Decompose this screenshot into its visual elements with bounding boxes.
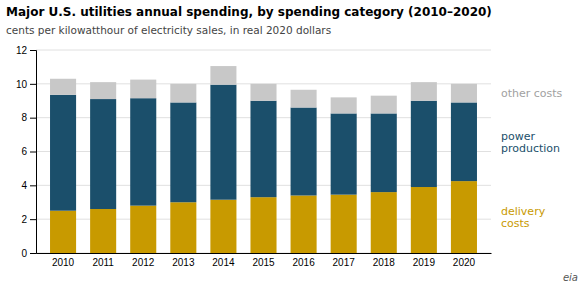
bar bbox=[331, 113, 357, 194]
y-tick-label: 0 bbox=[21, 248, 27, 259]
bar bbox=[331, 195, 357, 253]
bar bbox=[291, 90, 317, 108]
x-tick: 2017 bbox=[333, 257, 356, 268]
subtitle: cents per kilowatthour of electricity sa… bbox=[6, 24, 331, 36]
y-tick: 8 bbox=[21, 112, 36, 123]
y-tick-label: 8 bbox=[21, 112, 27, 123]
y-tick: 6 bbox=[21, 146, 36, 157]
x-tick-label: 2014 bbox=[212, 257, 235, 268]
bar bbox=[451, 181, 477, 253]
bar bbox=[411, 82, 437, 101]
y-tick-mark bbox=[30, 84, 36, 85]
bar bbox=[130, 80, 156, 99]
bar bbox=[291, 108, 317, 196]
bar bbox=[250, 101, 276, 197]
x-tick-label: 2017 bbox=[333, 257, 356, 268]
bar bbox=[250, 84, 276, 101]
chart: Major U.S. utilities annual spending, by… bbox=[0, 0, 586, 287]
bar bbox=[170, 84, 196, 103]
bar bbox=[90, 209, 116, 253]
bar bbox=[50, 79, 76, 95]
x-tick-label: 2019 bbox=[413, 257, 436, 268]
bar bbox=[170, 102, 196, 202]
x-axis-line bbox=[37, 253, 492, 254]
y-tick-label: 12 bbox=[16, 45, 28, 56]
x-tick-label: 2016 bbox=[292, 257, 315, 268]
bar bbox=[50, 95, 76, 211]
x-tick-label: 2010 bbox=[52, 257, 75, 268]
x-tick: 2010 bbox=[52, 257, 75, 268]
x-tick: 2018 bbox=[373, 257, 396, 268]
y-tick: 0 bbox=[21, 248, 36, 259]
plot: 0246810122010201120122013201420152016201… bbox=[16, 45, 563, 268]
bar bbox=[451, 102, 477, 181]
y-tick: 12 bbox=[16, 45, 36, 56]
bar-series bbox=[50, 85, 477, 211]
legend: deliverycosts powerproduction other costs bbox=[501, 87, 563, 230]
y-tick-label: 4 bbox=[21, 180, 27, 191]
bar bbox=[250, 197, 276, 253]
y-tick-label: 10 bbox=[16, 79, 28, 90]
bar bbox=[210, 66, 236, 85]
bar bbox=[371, 96, 397, 114]
bar bbox=[210, 200, 236, 253]
y-tick-mark bbox=[30, 118, 36, 119]
bars bbox=[50, 66, 477, 253]
legend-entry: powerproduction bbox=[501, 130, 560, 155]
bar bbox=[371, 192, 397, 253]
bar bbox=[331, 97, 357, 113]
bar bbox=[90, 82, 116, 99]
y-tick-label: 6 bbox=[21, 146, 27, 157]
annotation: eia bbox=[563, 272, 578, 283]
y-tick-label: 2 bbox=[21, 214, 27, 225]
bar bbox=[210, 85, 236, 200]
y-tick-mark bbox=[30, 185, 36, 186]
x-tick-label: 2011 bbox=[92, 257, 114, 268]
x-axis: 2010 2011 2012 2013 2014 2015 2016 2017 2018 2019… bbox=[37, 254, 492, 269]
grid bbox=[36, 50, 491, 253]
y-tick: 10 bbox=[16, 79, 36, 90]
x-tick: 2019 bbox=[413, 257, 436, 268]
bar bbox=[371, 113, 397, 192]
bar bbox=[411, 187, 437, 253]
y-tick: 2 bbox=[21, 214, 36, 225]
y-tick-mark bbox=[30, 253, 36, 254]
x-tick: 2013 bbox=[172, 257, 195, 268]
bar bbox=[411, 101, 437, 187]
legend-entry: other costs bbox=[501, 87, 563, 100]
bar bbox=[451, 84, 477, 103]
x-tick: 2016 bbox=[292, 257, 315, 268]
y-tick: 4 bbox=[21, 180, 36, 191]
y-tick-mark bbox=[30, 50, 36, 51]
legend-entry: deliverycosts bbox=[501, 205, 546, 230]
bar bbox=[291, 195, 317, 253]
x-tick-label: 2020 bbox=[453, 257, 476, 268]
x-tick: 2015 bbox=[252, 257, 275, 268]
bar bbox=[170, 202, 196, 253]
title: Major U.S. utilities annual spending, by… bbox=[6, 5, 492, 19]
y-axis: 0 2 4 6 8 10 12 bbox=[16, 45, 37, 259]
bar bbox=[130, 98, 156, 205]
bar bbox=[130, 206, 156, 253]
x-tick-label: 2013 bbox=[172, 257, 195, 268]
x-tick: 2011 bbox=[92, 257, 114, 268]
y-axis-line bbox=[30, 51, 37, 254]
x-tick: 2012 bbox=[132, 257, 155, 268]
x-tick: 2020 bbox=[453, 257, 476, 268]
bar bbox=[90, 99, 116, 209]
y-tick-mark bbox=[30, 152, 36, 153]
x-tick-label: 2015 bbox=[252, 257, 275, 268]
x-tick: 2014 bbox=[212, 257, 235, 268]
x-tick-label: 2018 bbox=[373, 257, 396, 268]
y-tick-mark bbox=[30, 219, 36, 220]
bar bbox=[50, 211, 76, 253]
bar-series bbox=[50, 66, 477, 113]
x-tick-label: 2012 bbox=[132, 257, 155, 268]
grid-line bbox=[36, 50, 491, 51]
